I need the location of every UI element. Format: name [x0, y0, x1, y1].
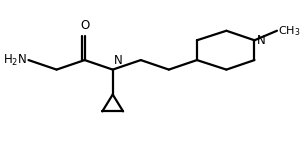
Text: H$_2$N: H$_2$N — [3, 53, 27, 68]
Text: N: N — [114, 54, 123, 67]
Text: CH$_3$: CH$_3$ — [278, 24, 301, 38]
Text: N: N — [257, 34, 265, 47]
Text: O: O — [80, 19, 89, 32]
